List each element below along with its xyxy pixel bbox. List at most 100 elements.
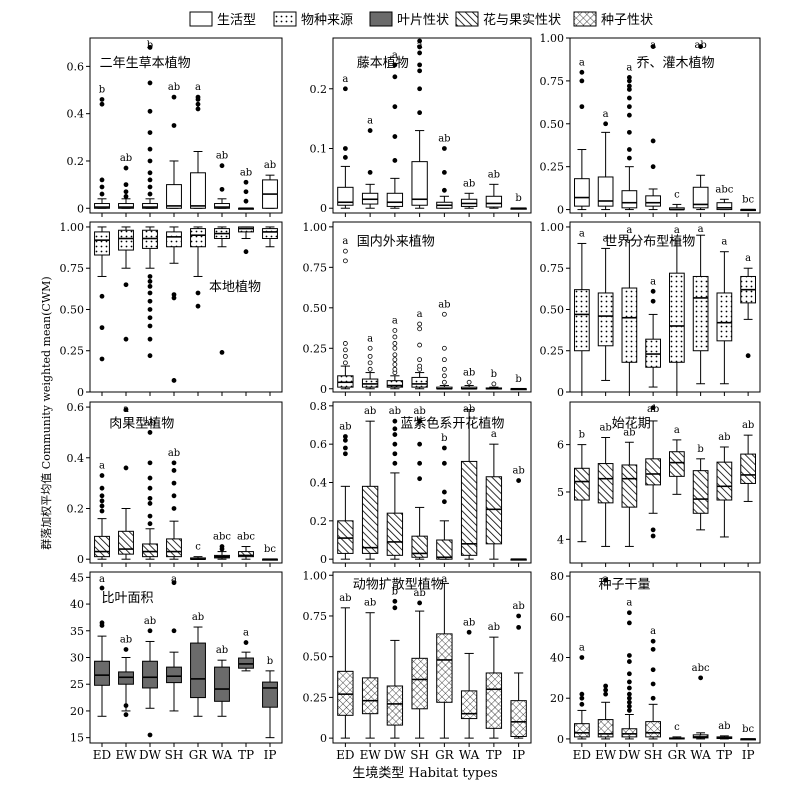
outlier-point	[243, 179, 249, 185]
box-DW	[142, 45, 158, 209]
significance-letter: ab	[718, 432, 730, 443]
outlier-point	[441, 379, 447, 385]
box-body	[597, 292, 614, 347]
box-body	[166, 184, 182, 209]
x-tick-label: EW	[595, 748, 617, 762]
box-DW	[621, 610, 638, 740]
box-WA	[460, 629, 478, 739]
outlier-point	[195, 106, 201, 112]
significance-letter: c	[674, 722, 680, 733]
outlier-point	[147, 460, 153, 466]
outlier-point	[392, 334, 398, 340]
significance-letter: b	[579, 430, 585, 441]
box-IP	[740, 267, 756, 359]
outlier-point	[367, 360, 373, 366]
box-body	[645, 721, 661, 738]
outlier-point	[147, 191, 153, 197]
outlier-point	[342, 86, 348, 92]
box-body	[692, 470, 709, 514]
x-tick-label: WA	[459, 748, 480, 762]
outlier-point	[417, 110, 423, 116]
outlier-point	[342, 155, 348, 160]
outlier-point	[392, 451, 398, 457]
outlier-point	[171, 460, 177, 466]
box-ED	[337, 248, 354, 390]
outlier-point	[626, 691, 632, 697]
outlier-point	[171, 628, 177, 634]
box-EW	[118, 165, 134, 209]
y-tick-label: 0.50	[540, 303, 565, 316]
box-body	[214, 203, 230, 209]
outlier-point	[626, 653, 632, 658]
outlier-point	[99, 293, 105, 299]
box-ED	[94, 473, 110, 560]
significance-letter: bc	[742, 724, 754, 735]
box-body	[740, 453, 756, 484]
y-tick-label: 0.2	[310, 83, 328, 96]
outlier-point	[219, 163, 225, 169]
outlier-point	[147, 307, 153, 312]
x-tick-label: GR	[668, 748, 688, 762]
panel-title: 国内外来植物	[357, 233, 435, 249]
box-IP	[510, 613, 527, 739]
outlier-point	[392, 357, 398, 363]
box-body	[411, 657, 428, 710]
panel: 0 0.25 0.50 0.75 1.00 ED EW DW SH GR WA TP IP ab ab b ab…	[303, 569, 532, 762]
significance-letter: a	[603, 574, 609, 585]
y-tick-label: 0	[77, 202, 84, 215]
legend-swatch	[189, 11, 213, 27]
box-body	[460, 460, 478, 556]
box-body	[190, 228, 206, 248]
outlier-point	[417, 321, 423, 327]
y-tick-label: 1.00	[303, 221, 328, 234]
outlier-point	[123, 647, 129, 652]
legend-label: 生活型	[217, 13, 256, 28]
box-TP	[485, 636, 503, 739]
x-tick-label: ED	[573, 748, 591, 762]
box-SH	[645, 405, 661, 539]
outlier-point	[650, 681, 656, 687]
y-tick-label: 0.4	[67, 452, 85, 465]
box-TP	[716, 735, 733, 740]
significance-letter: a	[603, 233, 609, 244]
outlier-point	[171, 493, 177, 499]
panel-title: 本地植物	[209, 280, 261, 295]
y-tick-label: 45	[70, 571, 84, 584]
significance-letter: ab	[463, 367, 475, 378]
y-tick-label: 0.50	[60, 303, 85, 316]
box-body	[485, 672, 503, 729]
box-WA	[214, 544, 230, 560]
outlier-point	[626, 155, 632, 161]
box-WA	[214, 163, 230, 209]
outlier-point	[147, 323, 153, 329]
panel: 0 0.2 0.4 0.6 b ab b ab a ab ab ab 二年生草本植物	[67, 37, 283, 217]
box-body	[597, 176, 614, 207]
outlier-point	[219, 186, 225, 192]
outlier-point	[650, 638, 656, 644]
outlier-point	[123, 712, 129, 718]
outlier-point	[342, 434, 348, 439]
panel: 0 0.25 0.50 0.75 1.00 a a a a ab ab b b 国内外来植物	[303, 221, 532, 396]
outlier-point	[147, 80, 153, 86]
x-tick-label: DW	[139, 748, 162, 762]
significance-letter: a	[626, 225, 632, 236]
y-tick-label: 0.75	[303, 610, 328, 623]
outlier-point	[626, 679, 632, 685]
outlier-point	[147, 283, 153, 289]
significance-letter: ab	[339, 422, 351, 433]
significance-letter: ab	[694, 40, 706, 51]
outlier-point	[392, 460, 398, 466]
y-tick-label: 0.25	[60, 345, 85, 358]
box-TP	[485, 381, 503, 390]
significance-letter: a	[579, 643, 585, 654]
box-DW	[142, 430, 158, 560]
outlier-point	[392, 605, 398, 611]
panel-title: 种子干量	[599, 578, 651, 593]
outlier-point	[147, 495, 153, 501]
x-tick-label: WA	[690, 748, 711, 762]
outlier-point	[441, 345, 447, 351]
box-IP	[262, 226, 278, 248]
box-body	[337, 520, 354, 554]
significance-letter: ab	[463, 617, 475, 628]
